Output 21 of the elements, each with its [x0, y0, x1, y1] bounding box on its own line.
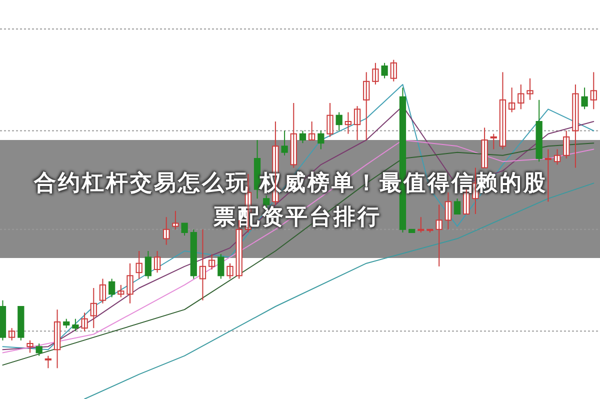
- candlestick: [81, 312, 88, 332]
- candlestick: [326, 102, 334, 138]
- candlestick: [481, 127, 488, 168]
- candlestick: [44, 355, 52, 369]
- candlestick: [408, 228, 416, 233]
- candlestick: [544, 148, 552, 202]
- candlestick: [172, 210, 179, 230]
- candlestick: [581, 87, 588, 110]
- candlestick: [181, 222, 188, 236]
- candlestick: [490, 133, 497, 150]
- candlestick: [526, 78, 534, 100]
- candlestick: [426, 228, 434, 233]
- candlestick: [281, 130, 288, 156]
- candlestick: [418, 216, 424, 233]
- candlestick: [72, 318, 79, 332]
- candlestick: [26, 340, 34, 354]
- candlestick: [372, 62, 379, 85]
- candlestick: [572, 84, 579, 168]
- candlestick: [381, 62, 388, 79]
- candlestick: [226, 262, 234, 280]
- candlestick: [126, 262, 134, 304]
